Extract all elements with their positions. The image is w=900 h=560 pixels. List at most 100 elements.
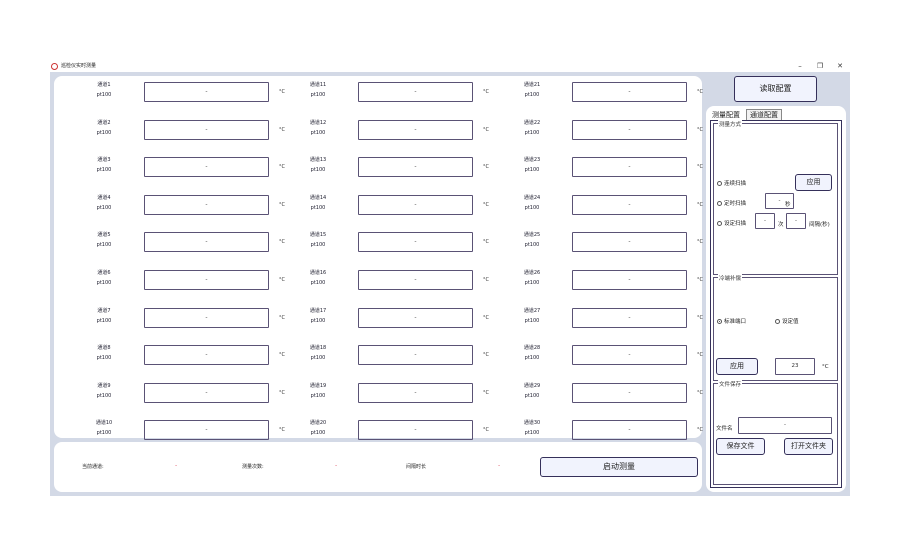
app-icon [51, 63, 58, 70]
sensor-type: pt100 [96, 92, 112, 98]
cj-value-input[interactable]: 23 [775, 358, 815, 375]
channel-4: 通道4 pt100 - °C [64, 194, 285, 218]
channel-unit: °C [483, 427, 489, 434]
channel-value[interactable]: - [572, 382, 687, 403]
sensor-type: pt100 [310, 167, 326, 174]
file-name-input[interactable]: - [738, 417, 832, 434]
set-interval-input[interactable]: - [786, 213, 806, 229]
channel-value[interactable]: - [144, 232, 269, 253]
timed-seconds-input[interactable]: - [765, 193, 794, 209]
channel-value[interactable]: - [358, 119, 473, 140]
channel-26: 通道26 pt100 - °C [492, 269, 707, 293]
channel-value[interactable]: - [358, 420, 473, 441]
radio-continuous[interactable]: 连续扫描 [717, 179, 746, 187]
channel-value[interactable]: - [144, 194, 269, 215]
channel-name: 通道4 [97, 194, 111, 201]
channel-value[interactable]: - [572, 232, 687, 253]
sensor-type: pt100 [310, 280, 326, 286]
channel-unit: °C [483, 389, 489, 396]
channel-29: 通道29 pt100 - °C [492, 382, 707, 406]
channel-name: 通道12 [309, 119, 327, 126]
radio-timed[interactable]: 定时扫描 [717, 199, 746, 207]
channel-name: 通道5 [97, 232, 111, 239]
radio-standard-port[interactable]: 标准端口 [717, 317, 746, 325]
channel-value[interactable]: - [358, 382, 473, 403]
channel-value[interactable]: - [144, 307, 269, 328]
channel-name: 通道9 [97, 382, 111, 389]
sensor-type: pt100 [310, 317, 326, 324]
cj-apply-button[interactable]: 应用 [716, 358, 758, 375]
interval-unit: 间隔(秒) [809, 222, 830, 228]
channel-18: 通道18 pt100 - °C [278, 344, 493, 368]
channel-value[interactable]: - [572, 307, 687, 328]
channel-name: 通道24 [523, 194, 541, 201]
tab-measure-config[interactable]: 测量配置 [712, 111, 740, 119]
channel-value[interactable]: - [358, 270, 473, 290]
channel-unit: °C [279, 352, 285, 359]
channel-unit: °C [279, 89, 285, 95]
channel-value[interactable]: - [144, 382, 269, 403]
channel-value[interactable]: - [572, 157, 687, 178]
channel-unit: °C [483, 89, 489, 95]
open-folder-button[interactable]: 打开文件夹 [784, 438, 833, 455]
channel-30: 通道30 pt100 - °C [492, 419, 707, 443]
file-group-title: 文件保存 [718, 380, 743, 388]
close-button[interactable]: ✕ [837, 62, 843, 70]
channel-20: 通道20 pt100 - °C [278, 419, 493, 443]
channel-name: 通道15 [309, 232, 327, 239]
start-measure-button[interactable]: 启动测量 [540, 457, 698, 477]
sensor-type: pt100 [310, 355, 326, 362]
channel-2: 通道2 pt100 - °C [64, 119, 285, 143]
set-count-input[interactable]: - [755, 213, 775, 229]
radio-set[interactable]: 设定扫描 [717, 219, 746, 227]
cold-junction-group: 冷端补偿 标准端口 设定值 应用 23 °C [713, 274, 838, 381]
channel-value[interactable]: - [572, 82, 687, 102]
mode-apply-button[interactable]: 应用 [795, 174, 832, 191]
channel-value[interactable]: - [358, 157, 473, 178]
channel-value[interactable]: - [144, 345, 269, 366]
channel-value[interactable]: - [358, 307, 473, 328]
channel-value[interactable]: - [358, 82, 473, 102]
seconds-unit: 秒 [785, 202, 791, 208]
interval-label: 间隔时长 [406, 464, 427, 470]
channel-value[interactable]: - [572, 345, 687, 366]
channel-unit: °C [279, 314, 285, 321]
channel-value[interactable]: - [144, 157, 269, 178]
channel-value[interactable]: - [144, 420, 269, 441]
sensor-type: pt100 [310, 430, 326, 437]
channel-unit: °C [279, 239, 285, 246]
channel-9: 通道9 pt100 - °C [64, 382, 285, 406]
sensor-type: pt100 [524, 355, 540, 362]
channel-unit: °C [697, 126, 703, 133]
channel-value[interactable]: - [572, 119, 687, 140]
sensor-type: pt100 [310, 129, 326, 136]
channel-value[interactable]: - [144, 82, 269, 102]
channel-value[interactable]: - [358, 345, 473, 366]
restore-button[interactable]: ❐ [816, 62, 824, 70]
channel-unit: °C [279, 126, 285, 133]
channel-14: 通道14 pt100 - °C [278, 194, 493, 218]
mode-group-title: 测量方式 [718, 120, 743, 128]
channel-value[interactable]: - [358, 194, 473, 215]
save-file-button[interactable]: 保存文件 [716, 438, 765, 455]
radio-set-value[interactable]: 设定值 [775, 317, 799, 325]
channel-16: 通道16 pt100 - °C [278, 269, 493, 293]
channel-name: 通道20 [309, 420, 327, 427]
minimize-button[interactable]: – [798, 62, 802, 70]
sensor-type: pt100 [96, 204, 112, 211]
channel-name: 通道17 [309, 307, 327, 314]
channel-12: 通道12 pt100 - °C [278, 119, 493, 143]
channel-unit: °C [279, 164, 285, 171]
channel-5: 通道5 pt100 - °C [64, 231, 285, 255]
channel-unit: °C [279, 427, 285, 434]
channel-value[interactable]: - [144, 270, 269, 290]
tab-channel-config[interactable]: 通道配置 [746, 109, 782, 120]
read-config-button[interactable]: 读取配置 [734, 76, 817, 102]
channel-value[interactable]: - [572, 194, 687, 215]
channel-value[interactable]: - [144, 119, 269, 140]
channel-unit: °C [697, 164, 703, 171]
channel-value[interactable]: - [572, 420, 687, 441]
channel-value[interactable]: - [358, 232, 473, 253]
channel-value[interactable]: - [572, 270, 687, 290]
channel-name: 通道6 [97, 270, 111, 276]
